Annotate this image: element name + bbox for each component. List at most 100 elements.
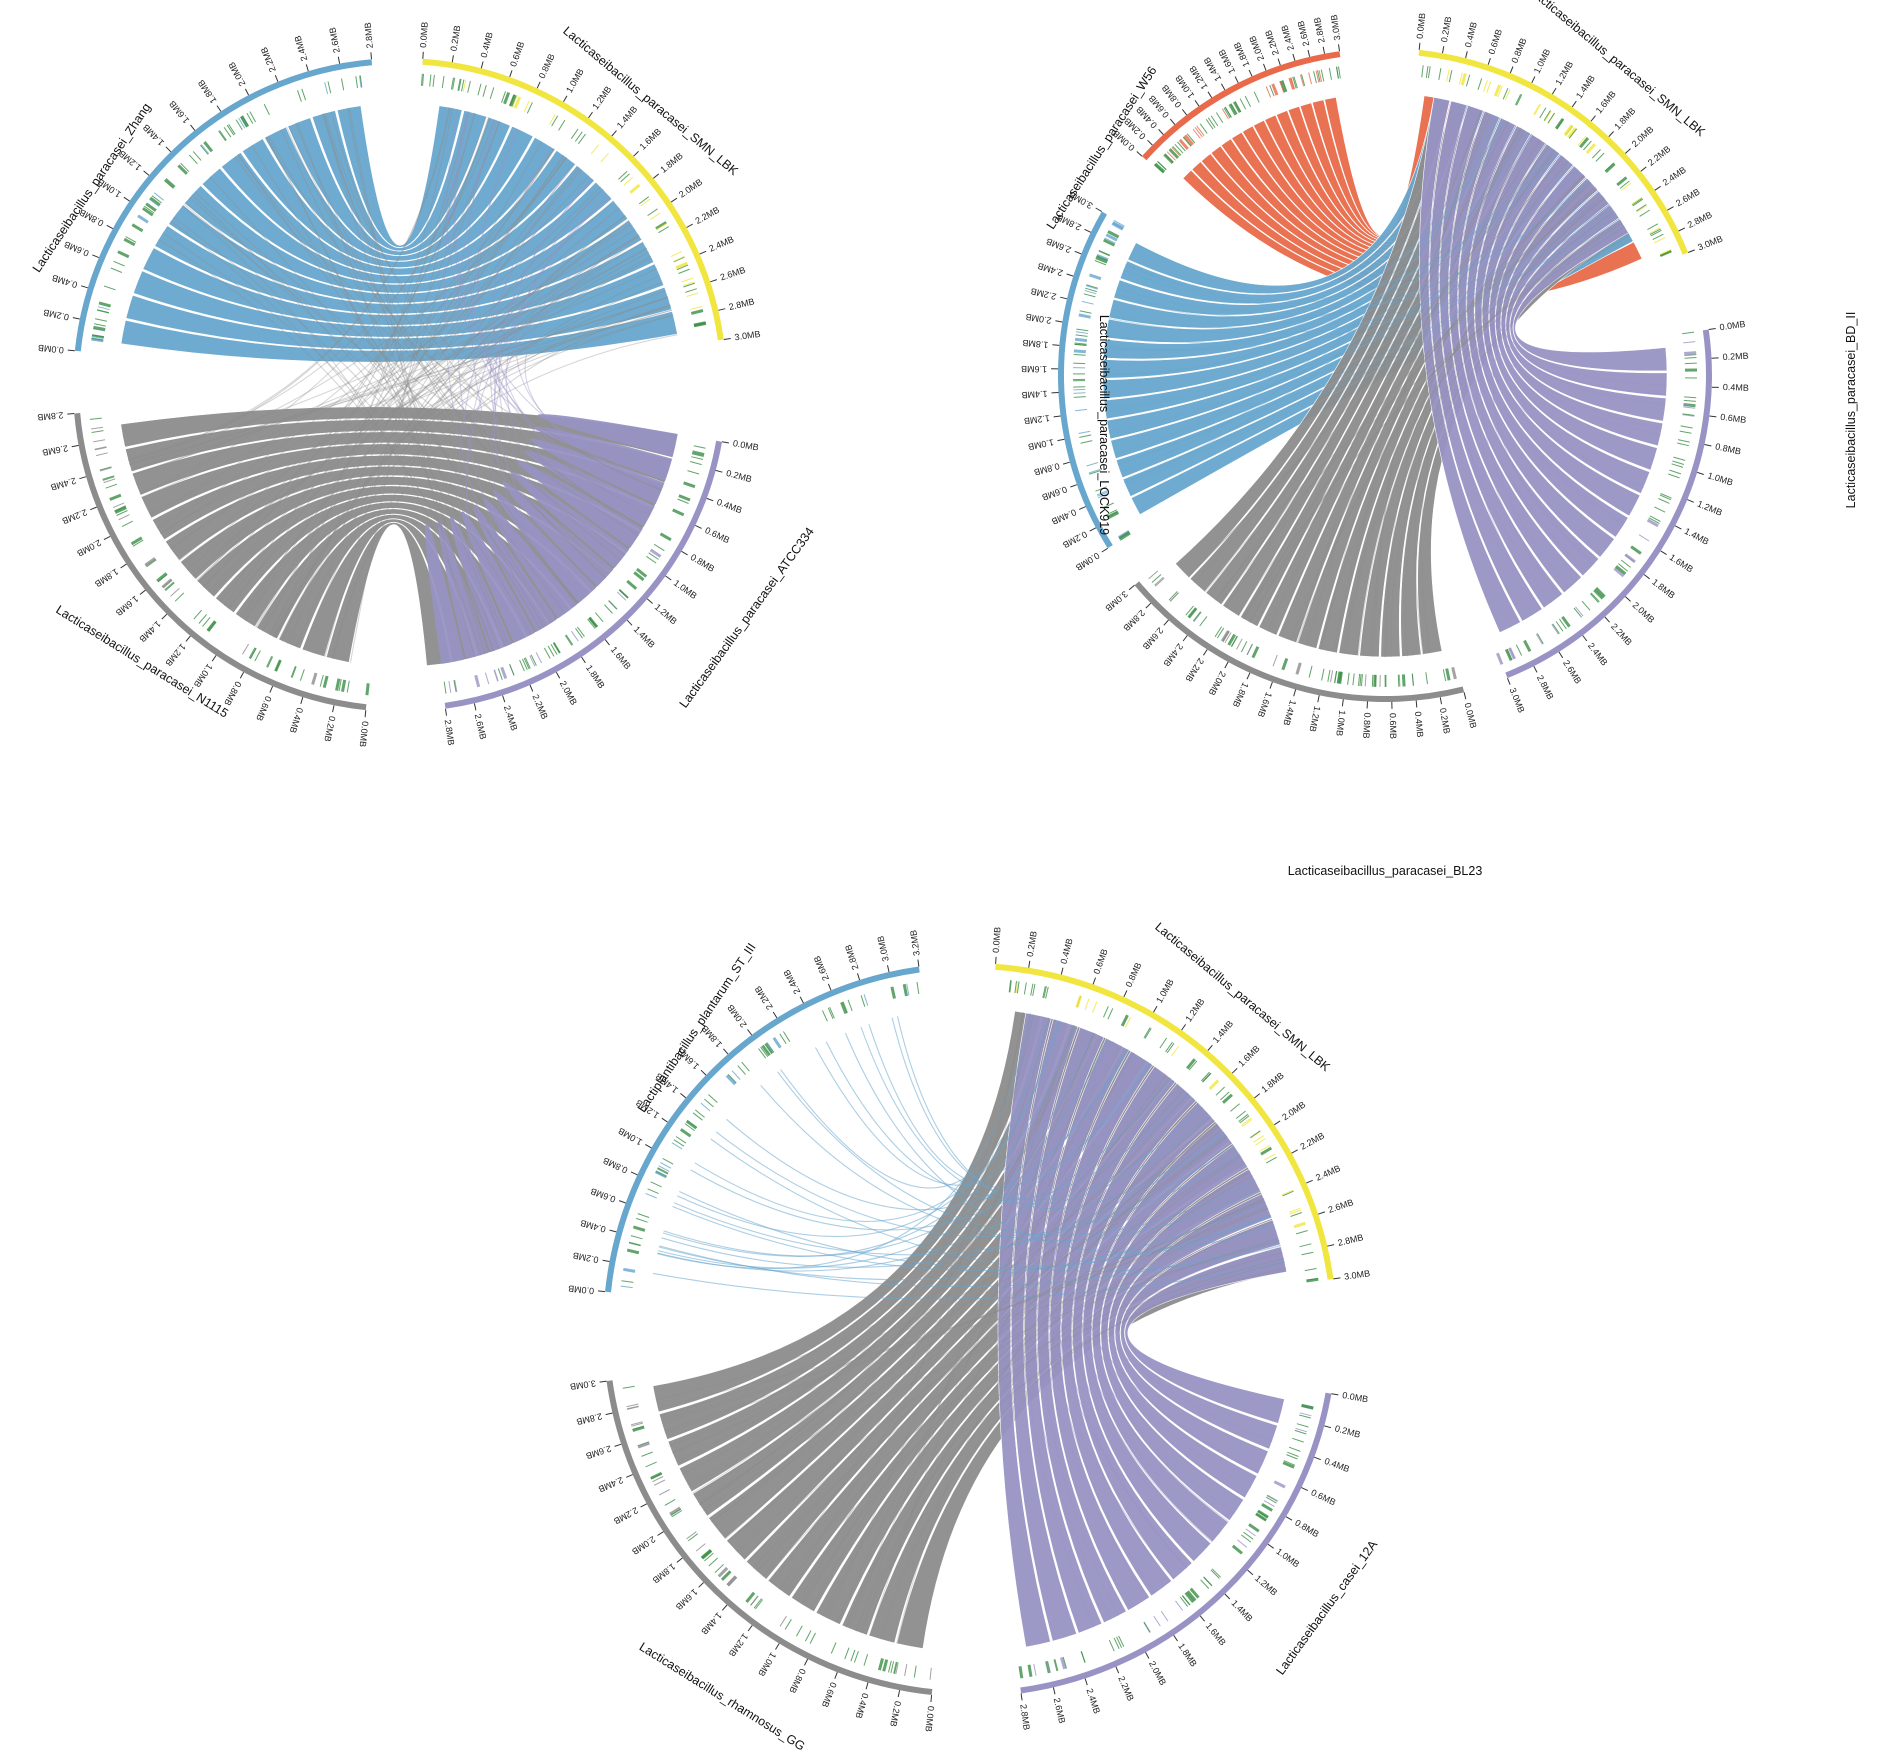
axis-tick <box>563 95 568 103</box>
genome-label: Lacticaseibacillus_paracasei_LOCK919 <box>1097 315 1111 535</box>
synteny-link <box>226 315 674 609</box>
synteny-link <box>1475 168 1578 598</box>
synteny-link <box>183 203 626 556</box>
synteny-link <box>477 128 637 539</box>
synteny-link <box>288 125 622 561</box>
synteny-link <box>1480 173 1584 589</box>
axis-tick <box>1123 990 1128 998</box>
gene-feature <box>795 1625 803 1637</box>
gene-feature <box>1680 425 1693 429</box>
axis-tick <box>1147 139 1153 146</box>
gene-feature <box>1086 462 1099 467</box>
synteny-ribbon <box>125 286 673 350</box>
gene-feature <box>1054 1659 1059 1671</box>
axis-tick <box>1060 296 1068 300</box>
tick-label: 1.8MB <box>1176 1641 1199 1668</box>
gene-feature <box>779 1033 787 1045</box>
synteny-link <box>189 196 610 576</box>
synteny-ribbon <box>264 125 534 262</box>
gene-feature <box>299 669 305 681</box>
gene-feature <box>691 456 704 460</box>
gene-feature <box>1210 1569 1220 1579</box>
tick-label: 2.8MB <box>1535 673 1556 701</box>
gene-feature <box>1214 626 1223 637</box>
axis-tick <box>300 697 304 705</box>
tick-label: 0.0MB <box>418 21 430 48</box>
synteny-ribbon <box>518 461 643 548</box>
gene-feature <box>847 999 853 1012</box>
synteny-ribbon <box>510 471 629 568</box>
gene-feature <box>1551 624 1559 635</box>
gene-feature <box>1593 588 1604 600</box>
axis-tick <box>1224 1593 1231 1600</box>
tick-label: 2.6MB <box>719 265 747 283</box>
synteny-link <box>465 207 620 651</box>
tick-label: 1.0MB <box>1334 710 1347 737</box>
tick-label: 1.2MB <box>1696 499 1724 518</box>
synteny-link <box>294 122 607 579</box>
synteny-link <box>1384 149 1555 658</box>
gene-feature <box>1361 674 1363 687</box>
gene-feature <box>1073 388 1086 391</box>
gene-feature <box>877 1658 884 1671</box>
gene-feature <box>1222 631 1230 642</box>
synteny-link <box>672 1124 1219 1454</box>
gene-feature <box>1199 123 1208 134</box>
synteny-ribbon <box>1457 117 1600 577</box>
axis-tick <box>646 598 653 604</box>
gene-feature <box>1320 69 1325 82</box>
gene-feature <box>335 678 341 691</box>
gene-feature <box>888 1660 892 1673</box>
axis-tick <box>1285 1516 1293 1521</box>
tick-label: 3.2MB <box>908 929 922 956</box>
gene-feature <box>714 1563 724 1573</box>
gene-feature <box>784 1619 792 1630</box>
synteny-link <box>672 1205 1272 1272</box>
axis-tick <box>887 965 890 973</box>
gene-feature <box>685 288 697 293</box>
tick-label: 2.4MB <box>292 34 309 62</box>
synteny-link <box>1052 1045 1156 1594</box>
gene-feature <box>263 103 270 116</box>
gene-feature <box>717 1566 729 1578</box>
synteny-link <box>196 220 630 581</box>
gene-feature <box>764 1043 773 1055</box>
gene-feature <box>1193 611 1202 622</box>
synteny-link <box>505 195 617 567</box>
axis-tick <box>661 1117 668 1123</box>
tick-label: 0.8MB <box>222 680 243 708</box>
genome-arc <box>74 59 373 352</box>
gene-feature <box>1427 66 1431 79</box>
synteny-link <box>846 1032 1095 1628</box>
axis-tick <box>1163 619 1169 626</box>
gene-feature <box>564 635 573 646</box>
tick-label: 1.4MB <box>615 104 639 130</box>
gene-feature <box>1425 65 1429 78</box>
tick-label: 0.2MB <box>572 1250 599 1265</box>
gene-feature <box>1062 1656 1067 1669</box>
tick-label: 1.8MB <box>584 663 607 690</box>
tick-label: 3.0MB <box>875 935 890 963</box>
gene-feature-track <box>89 417 370 696</box>
gene-feature <box>1089 273 1102 281</box>
synteny-link <box>671 1077 1172 1454</box>
gene-feature <box>131 223 144 233</box>
gene-feature <box>311 672 318 685</box>
gene-feature <box>327 81 332 94</box>
axis-tick <box>1625 148 1631 154</box>
gene-feature <box>1097 491 1109 497</box>
gene-feature <box>765 1042 774 1053</box>
axis-tick <box>1293 689 1297 697</box>
gene-feature <box>513 96 522 109</box>
synteny-ribbon <box>1482 143 1641 517</box>
gene-feature <box>1105 233 1118 242</box>
circos-panel-a: 0.0MB 0.2MB 0.4MB 0.6MB 0.8MB1.0MB1.2MB1.4MB… <box>30 21 817 747</box>
genome-arc <box>605 966 920 1293</box>
synteny-link <box>1122 149 1556 304</box>
gene-feature <box>1242 1118 1253 1127</box>
synteny-link <box>446 108 651 516</box>
tick-label: 0.6MB <box>820 1681 839 1709</box>
synteny-link <box>652 1261 1285 1300</box>
gene-feature-track <box>620 981 920 1289</box>
synteny-ribbon <box>154 219 643 315</box>
